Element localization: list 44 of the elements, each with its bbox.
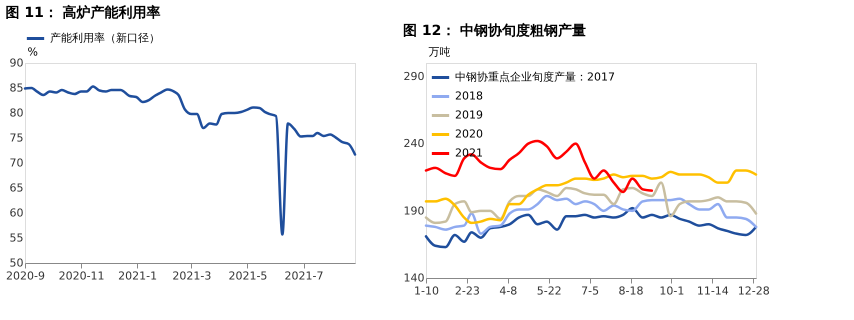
y-axis-title: 万吨 bbox=[428, 46, 450, 58]
y-tick-label: 240 bbox=[404, 137, 424, 150]
x-tick-label: 5-22 bbox=[536, 284, 562, 298]
line-series bbox=[424, 169, 758, 224]
y-tick-label: 290 bbox=[404, 70, 424, 83]
legend-label: 2019 bbox=[455, 108, 483, 122]
y-tick-label: 50 bbox=[10, 256, 24, 270]
y-tick-label: 190 bbox=[404, 204, 424, 218]
x-tick-label: 2020-11 bbox=[58, 270, 105, 282]
x-tick-label: 11-14 bbox=[696, 284, 729, 298]
chart-title: 图 12： 中钢协旬度粗钢产量 bbox=[403, 22, 586, 39]
line-series bbox=[424, 181, 758, 224]
legend-label: 产能利用率（新口径） bbox=[50, 32, 160, 44]
x-tick-label: 2021-3 bbox=[172, 270, 212, 282]
y-tick-label: 90 bbox=[10, 56, 24, 70]
line-series bbox=[424, 206, 758, 248]
y-tick-label: 60 bbox=[10, 206, 24, 220]
y-axis-title: % bbox=[28, 46, 38, 58]
x-tick-label: 1-10 bbox=[414, 284, 439, 298]
x-tick-label: 7-5 bbox=[581, 284, 600, 298]
y-tick-label: 80 bbox=[10, 106, 24, 120]
chart-title: 图 11： 高炉产能利用率 bbox=[6, 4, 161, 21]
line-series bbox=[424, 194, 758, 235]
x-tick-label: 10-1 bbox=[659, 284, 684, 298]
x-tick-label: 4-8 bbox=[499, 284, 518, 298]
y-tick-label: 85 bbox=[10, 82, 24, 94]
line-series bbox=[424, 140, 654, 194]
x-tick-label: 12-28 bbox=[738, 284, 770, 298]
x-tick-label: 2021-1 bbox=[118, 270, 158, 282]
y-tick-label: 75 bbox=[10, 132, 24, 144]
y-tick-label: 65 bbox=[10, 182, 24, 194]
x-tick-label: 2021-7 bbox=[284, 270, 324, 282]
x-tick-label: 2021-5 bbox=[228, 270, 268, 282]
legend-label: 2018 bbox=[455, 90, 483, 102]
x-tick-label: 2-23 bbox=[454, 284, 480, 298]
legend-label: 2020 bbox=[455, 128, 483, 140]
legend-label: 中钢协重点企业旬度产量：2017 bbox=[455, 70, 615, 84]
y-tick-label: 140 bbox=[404, 272, 424, 284]
x-tick-label: 2020-9 bbox=[6, 270, 45, 282]
legend-label: 2021 bbox=[455, 146, 483, 160]
y-tick-label: 55 bbox=[10, 232, 24, 244]
x-tick-label: 8-18 bbox=[618, 284, 644, 298]
y-tick-label: 70 bbox=[10, 156, 24, 170]
line-series bbox=[24, 85, 356, 236]
